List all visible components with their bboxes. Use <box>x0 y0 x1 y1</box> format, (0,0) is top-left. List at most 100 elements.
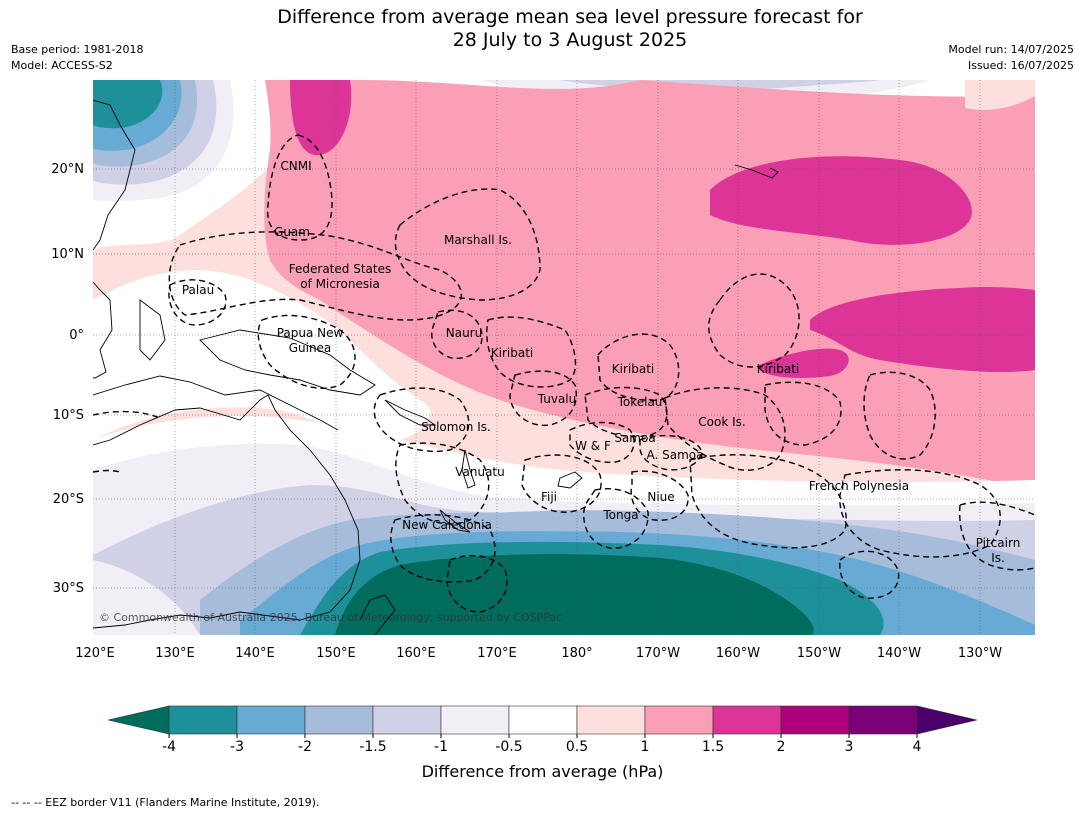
label-tuvalu: Tuvalu <box>537 392 577 406</box>
eez-kiribati-central <box>597 333 680 402</box>
lon-label-160e: 160°E <box>396 646 436 661</box>
anomaly-field <box>93 80 1035 635</box>
eez-palau <box>168 279 227 326</box>
eez-cook-south <box>689 454 847 549</box>
coast-australia <box>93 394 361 629</box>
lon-label-130w: 130°W <box>958 646 1002 661</box>
map-title: Difference from average mean sea level p… <box>0 6 1085 52</box>
label-niue: Niue <box>647 490 674 504</box>
coast-new-zealand <box>359 594 396 635</box>
label-french-polynesia: French Polynesia <box>809 479 909 493</box>
lon-label-150e: 150°E <box>316 646 356 661</box>
lon-label-140w: 140°W <box>877 646 921 661</box>
fill-neg3-nw <box>93 80 163 129</box>
coast-solomons <box>384 399 437 426</box>
colorbar-swatch <box>236 705 306 735</box>
model-name: Model: ACCESS-S2 <box>11 59 113 72</box>
colorbar-tick-label: -3 <box>230 739 244 755</box>
colorbar-tick-label: -1 <box>434 739 448 755</box>
label-pitcairn-1: Pitcairn <box>976 536 1021 550</box>
lon-label-140e: 140°E <box>235 646 275 661</box>
eez-niue <box>630 470 689 521</box>
lon-label-120e: 120°E <box>75 646 115 661</box>
place-labels: CNMI Guam Marshall Is. Federated States … <box>182 159 1020 565</box>
label-kiribati-west: Kiribati <box>491 346 533 360</box>
eez-american-samoa <box>639 434 702 471</box>
coast-new-caledonia <box>439 509 471 533</box>
eez-tuvalu <box>509 370 577 426</box>
eez-png <box>257 314 356 389</box>
eez-pitcairn <box>958 501 1035 571</box>
eez-tonga <box>583 488 649 549</box>
eez-footnote: -- -- -- EEZ border V11 (Flanders Marine… <box>11 796 320 809</box>
colorbar: -4 -3 -2 -1.5 -1 -0.5 0.5 1 1.5 2 3 4 <box>107 705 978 755</box>
label-fsm-1: Federated States <box>289 262 391 276</box>
eez-borders <box>93 134 1035 613</box>
label-fiji: Fiji <box>541 490 557 504</box>
eez-austral <box>839 550 900 599</box>
coast-nusantara <box>93 375 339 431</box>
label-vanuatu: Vanuatu <box>455 465 505 479</box>
eez-fsm <box>168 231 462 321</box>
label-american-samoa: A. Samoa <box>647 448 704 462</box>
label-marshall: Marshall Is. <box>444 233 512 247</box>
colorbar-tick-label: 2 <box>777 739 786 755</box>
eez-misc-west <box>93 410 161 473</box>
colorbar-swatch <box>644 705 714 735</box>
eez-nauru <box>431 309 483 359</box>
label-cnmi: CNMI <box>280 159 311 173</box>
lat-label-10n: 10°N <box>51 247 84 262</box>
coast-mindanao <box>139 299 166 361</box>
lat-label-30s: 30°S <box>53 581 84 596</box>
coast-new-guinea <box>199 329 376 396</box>
eez-fiji <box>521 454 602 513</box>
copyright-credit: © Commonwealth of Australia 2025, Bureau… <box>99 611 562 624</box>
lat-axis-labels: 20°N 10°N 0° 10°S 20°S 30°S <box>51 162 84 596</box>
title-line-2: 28 July to 3 August 2025 <box>452 29 688 51</box>
coast-china <box>93 99 136 251</box>
colorbar-tick-label: 0.5 <box>566 739 588 755</box>
model-run: Model run: 14/07/2025 <box>948 43 1074 56</box>
eez-french-polynesia <box>839 469 1001 558</box>
label-cook: Cook Is. <box>698 415 745 429</box>
label-palau: Palau <box>182 283 214 297</box>
eez-marquesas <box>863 371 936 460</box>
lon-label-160w: 160°W <box>716 646 760 661</box>
fill-neutral-equator <box>93 270 431 440</box>
label-guam: Guam <box>274 225 310 239</box>
label-fsm-2: of Micronesia <box>300 277 380 291</box>
colorbar-swatch <box>440 705 510 735</box>
colorbar-swatch <box>576 705 646 735</box>
coast-vanuatu <box>461 449 476 489</box>
base-period: Base period: 1981-2018 <box>11 43 144 56</box>
colorbar-swatch <box>372 705 442 735</box>
label-solomon: Solomon Is. <box>421 420 491 434</box>
eez-line-islands <box>708 273 800 368</box>
colorbar-tick-label: -1.5 <box>359 739 386 755</box>
lat-label-20s: 20°S <box>53 492 84 507</box>
colorbar-tick-label: 1 <box>641 739 650 755</box>
fill-1p5-east <box>810 287 1035 372</box>
meta-right: Model run: 14/07/2025 Issued: 16/07/2025 <box>948 42 1074 74</box>
lon-label-170e: 170°E <box>477 646 517 661</box>
lon-label-130e: 130°E <box>155 646 195 661</box>
fill-0p5-ne <box>965 80 1035 110</box>
eez-fp-north <box>764 381 842 446</box>
label-samoa: Samoa <box>614 431 655 445</box>
label-kiribati-central: Kiribati <box>612 362 654 376</box>
colorbar-label: Difference from average (hPa) <box>421 762 664 781</box>
colorbar-swatch <box>168 705 238 735</box>
label-tokelau: Tokelau <box>617 395 663 409</box>
label-nauru: Nauru <box>446 326 482 340</box>
eez-wallis-samoa <box>569 421 635 463</box>
colorbar-swatch <box>712 705 782 735</box>
lon-label-180: 180° <box>561 646 592 661</box>
eez-marshall <box>394 188 541 301</box>
lon-axis-labels: 120°E 130°E 140°E 150°E 160°E 170°E 180°… <box>75 646 1002 661</box>
eez-norfolk <box>446 555 508 613</box>
lat-label-eq: 0° <box>69 328 84 343</box>
colorbar-tick-label: -0.5 <box>495 739 522 755</box>
colorbar-tick-label: 3 <box>845 739 854 755</box>
colorbar-swatch <box>304 705 374 735</box>
meta-left: Base period: 1981-2018 Model: ACCESS-S2 <box>11 42 143 74</box>
